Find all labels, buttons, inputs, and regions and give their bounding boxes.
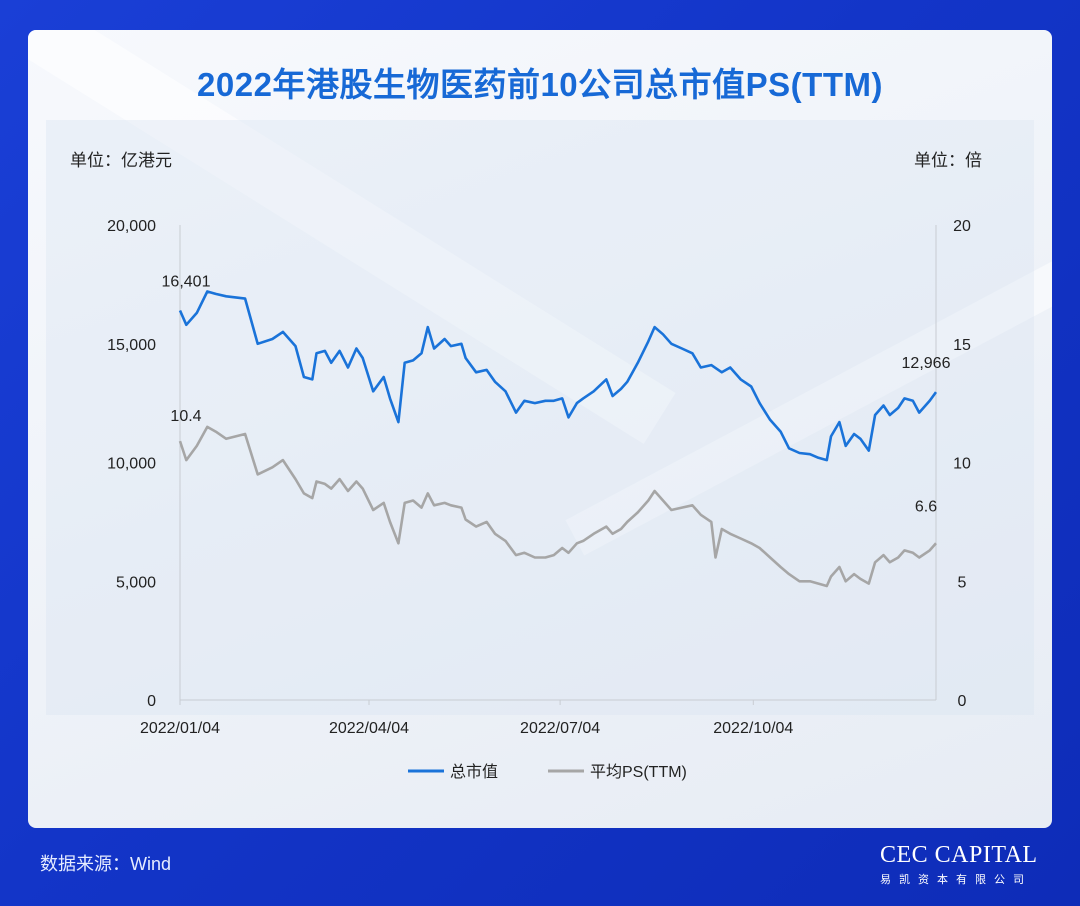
x-tick-label: 2022/01/04 <box>140 720 220 737</box>
market-cap-line <box>178 290 938 462</box>
ps-ttm-data-label: 10.4 <box>170 408 201 425</box>
cec-capital-logo: CEC CAPITAL 易凯资本有限公司 <box>880 842 1060 887</box>
data-labels: 10.4 6.6 16,401 12,966 <box>162 273 951 515</box>
market-cap-data-label: 16,401 <box>162 273 211 290</box>
legend-item-ps-ttm-label: 平均PS(TTM) <box>590 763 687 781</box>
y-right-tick-label: 10 <box>953 456 971 473</box>
plot-panel <box>46 120 1034 715</box>
ps-ttm-line <box>178 425 937 588</box>
y-left-tick-label: 20,000 <box>107 218 156 235</box>
dual-axis-line-chart: 0 5,000 10,000 15,000 20,000 0 5 10 15 20 2022/01/… <box>107 218 971 781</box>
legend: 总市值 平均PS(TTM) <box>408 763 687 781</box>
y-left-tick-label: 0 <box>147 693 156 710</box>
chart-card: 2022年港股生物医药前10公司总市值PS(TTM) 单位：亿港元 单位：倍 0… <box>28 30 1052 828</box>
x-tick-label: 2022/04/04 <box>329 720 409 737</box>
y-right-tick-label: 20 <box>953 218 971 235</box>
logo-name: CEC CAPITAL <box>880 842 1038 868</box>
y-right-tick-label: 15 <box>953 337 971 354</box>
legend-item-market-cap-label: 总市值 <box>450 763 498 781</box>
market-cap-data-label: 12,966 <box>902 355 951 372</box>
ps-ttm-data-label: 6.6 <box>915 498 937 515</box>
series-lines <box>178 290 938 588</box>
y-left-tick-label: 15,000 <box>107 337 156 354</box>
source-note: 数据来源：Wind <box>40 854 172 874</box>
logo-subtitle: 易凯资本有限公司 <box>880 873 1032 886</box>
y-right-tick-label: 5 <box>958 574 967 591</box>
x-tick-label: 2022/07/04 <box>520 720 600 737</box>
y-left-tick-label: 5,000 <box>116 574 156 591</box>
x-tick-label: 2022/10/04 <box>713 720 793 737</box>
y-left-tick-label: 10,000 <box>107 456 156 473</box>
right-axis-unit: 单位：倍 <box>914 151 982 170</box>
left-axis-unit: 单位：亿港元 <box>70 151 172 170</box>
y-right-tick-label: 0 <box>958 693 967 710</box>
axes: 0 5,000 10,000 15,000 20,000 0 5 10 15 20 2022/01/… <box>107 218 971 737</box>
chart-title: 2022年港股生物医药前10公司总市值PS(TTM) <box>197 66 883 103</box>
